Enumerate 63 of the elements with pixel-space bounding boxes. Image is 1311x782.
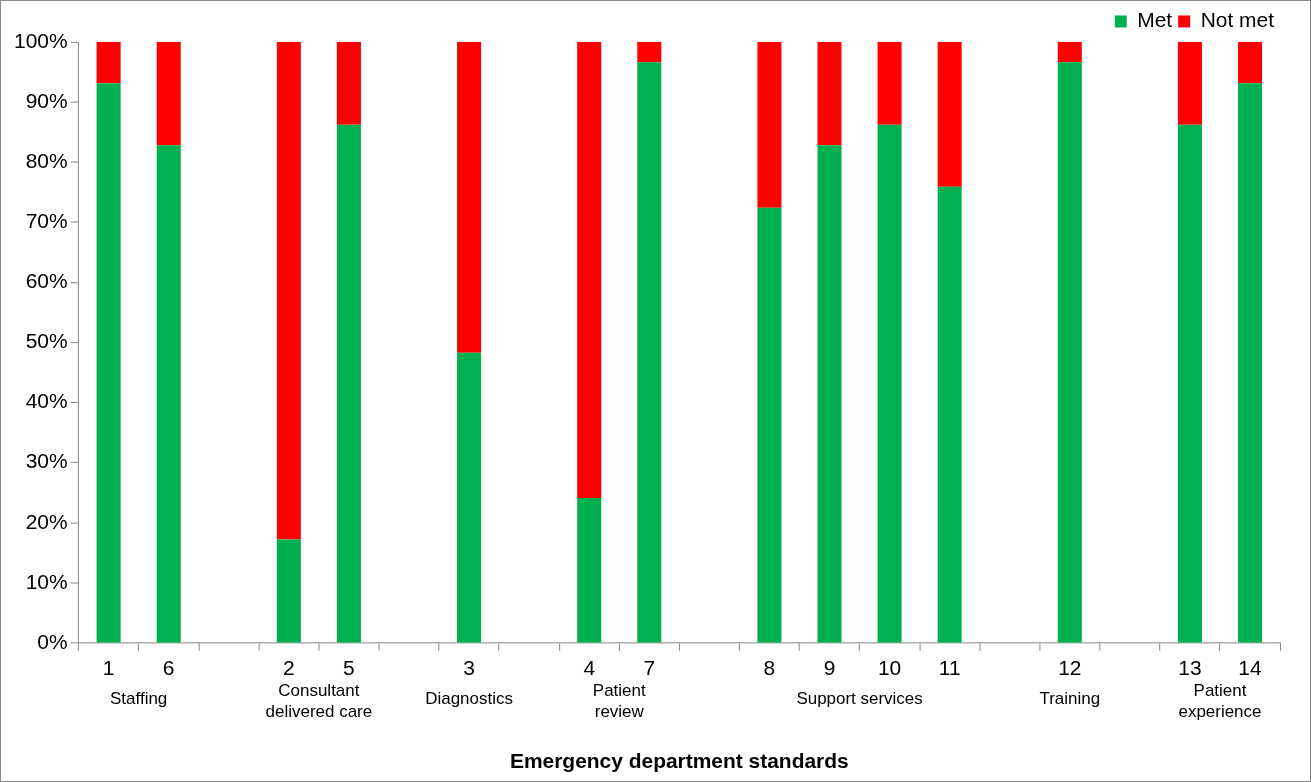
y-tick-label: 60% [25,269,68,293]
y-tick-label: 40% [25,389,68,413]
x-tick-label: 14 [1238,656,1263,680]
bar [757,207,782,643]
bar [96,41,121,84]
bar [276,539,301,643]
bar [1057,41,1082,63]
text: Consultant delivered care [265,681,373,721]
bar [577,498,602,643]
bar [156,145,181,643]
bar [1238,83,1263,643]
bar [336,41,361,125]
x-tick-label: 12 [1058,656,1082,680]
x-tick-label: 10 [877,656,902,680]
y-tick-label: 100% [14,28,68,52]
x-tick-label: 6 [162,656,175,680]
y-tick-label: 50% [25,329,68,353]
bar [937,41,962,187]
bar [637,41,662,63]
text: Diagnostics [425,688,513,708]
bar [817,41,842,146]
bar [877,41,902,125]
bar [577,41,602,499]
bar [96,83,121,643]
bar [1177,41,1202,125]
y-tick-label: 70% [25,209,68,232]
x-tick-label: 2 [283,656,295,680]
bar [1177,124,1202,643]
x-tick-label: 5 [343,656,355,680]
bar [1238,41,1263,84]
y-tick-label: 30% [25,449,68,473]
bar [877,124,902,643]
x-tick-label: 4 [583,656,596,680]
text: Staffing [110,688,168,708]
x-tick-label: 3 [463,656,475,680]
bar [937,186,962,643]
y-tick-label: 90% [25,88,68,112]
bar [637,62,662,643]
y-tick-label: 80% [25,148,68,172]
y-tick-label: 10% [25,569,68,593]
x-tick-label: 9 [823,656,836,680]
bar [757,41,782,208]
y-tick-label: 20% [25,509,68,533]
text: Training [1039,688,1101,708]
legend-label: Met [1137,8,1173,32]
bar [1057,62,1082,643]
x-tick-label: 7 [643,656,656,680]
x-tick-label: 1 [102,656,115,680]
bar [457,352,482,643]
bar [276,41,301,540]
x-tick-label: 11 [938,656,961,680]
y-tick-label: 0% [37,629,68,653]
text: Support services [796,688,923,708]
bar [457,41,482,353]
text: Patient experience [1178,681,1262,721]
x-axis-title: Emergency department standards [509,749,849,773]
x-tick-label: 8 [763,656,776,680]
x-tick-label: 13 [1178,656,1202,680]
bar [817,145,842,643]
bar [156,41,181,146]
text: Patient review [592,681,646,721]
legend-label: Not met [1200,8,1275,32]
bar [336,124,361,643]
